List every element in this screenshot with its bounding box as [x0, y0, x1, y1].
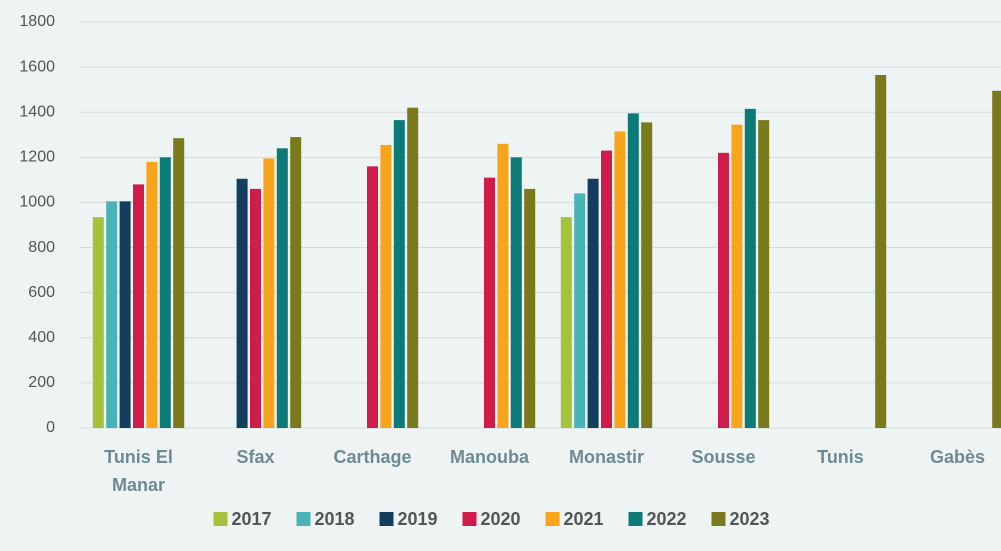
bar [510, 157, 522, 429]
x-tick-label: Tunis El Manar [104, 447, 173, 495]
y-tick-label: 1200 [19, 149, 55, 166]
legend-swatch [296, 512, 311, 526]
bar [574, 193, 586, 428]
y-tick-label: 1600 [19, 58, 55, 75]
bar [367, 166, 378, 428]
bar [133, 184, 144, 428]
bar [173, 138, 185, 428]
legend-label: 2018 [315, 509, 355, 529]
bar [758, 120, 770, 428]
bar [159, 157, 171, 429]
bar [380, 144, 392, 428]
x-tick-label: Sfax [236, 447, 274, 467]
bar [560, 217, 572, 428]
bar [146, 161, 158, 428]
bar [641, 122, 653, 428]
y-tick-label: 200 [28, 374, 55, 391]
bar [484, 177, 495, 428]
legend-swatch [545, 512, 560, 526]
y-tick-label: 600 [28, 284, 55, 301]
bar [614, 131, 626, 428]
bar [524, 188, 536, 428]
bar [601, 150, 612, 429]
y-tick-label: 1400 [19, 103, 55, 120]
bar [236, 178, 248, 428]
legend-label: 2019 [398, 509, 438, 529]
bar [263, 158, 275, 428]
y-tick-label: 0 [46, 419, 55, 436]
bar [250, 188, 261, 428]
legend-label: 2022 [647, 509, 687, 529]
bar [92, 217, 104, 428]
bar [276, 148, 288, 429]
legend-swatch [379, 512, 394, 526]
bar [587, 178, 599, 428]
x-tick-label: Sousse [691, 447, 755, 467]
legend-label: 2021 [564, 509, 604, 529]
x-tick-label: Manouba [450, 447, 530, 467]
bar [106, 201, 118, 428]
legend-swatch [462, 512, 477, 526]
y-tick-label: 800 [28, 239, 55, 256]
bar [290, 137, 302, 429]
bar [407, 107, 419, 428]
legend-label: 2023 [730, 509, 770, 529]
x-tick-label: Gabès [930, 447, 985, 467]
bar [627, 113, 639, 428]
y-tick-label: 400 [28, 329, 55, 346]
bar [744, 108, 756, 428]
bar [992, 90, 1001, 429]
legend-swatch [628, 512, 643, 526]
bar [393, 120, 405, 428]
bar [718, 152, 729, 429]
bar [731, 124, 743, 428]
x-tick-label: Tunis [817, 447, 864, 467]
legend-swatch [711, 512, 726, 526]
bar [875, 75, 887, 428]
legend-swatch [213, 512, 228, 526]
legend-label: 2017 [232, 509, 272, 529]
y-tick-label: 1800 [19, 13, 55, 30]
x-tick-label: Carthage [333, 447, 411, 467]
y-tick-label: 1000 [19, 194, 55, 211]
legend-label: 2020 [481, 509, 521, 529]
bar [497, 143, 509, 429]
x-tick-label: Monastir [569, 447, 644, 467]
bar [119, 201, 131, 428]
